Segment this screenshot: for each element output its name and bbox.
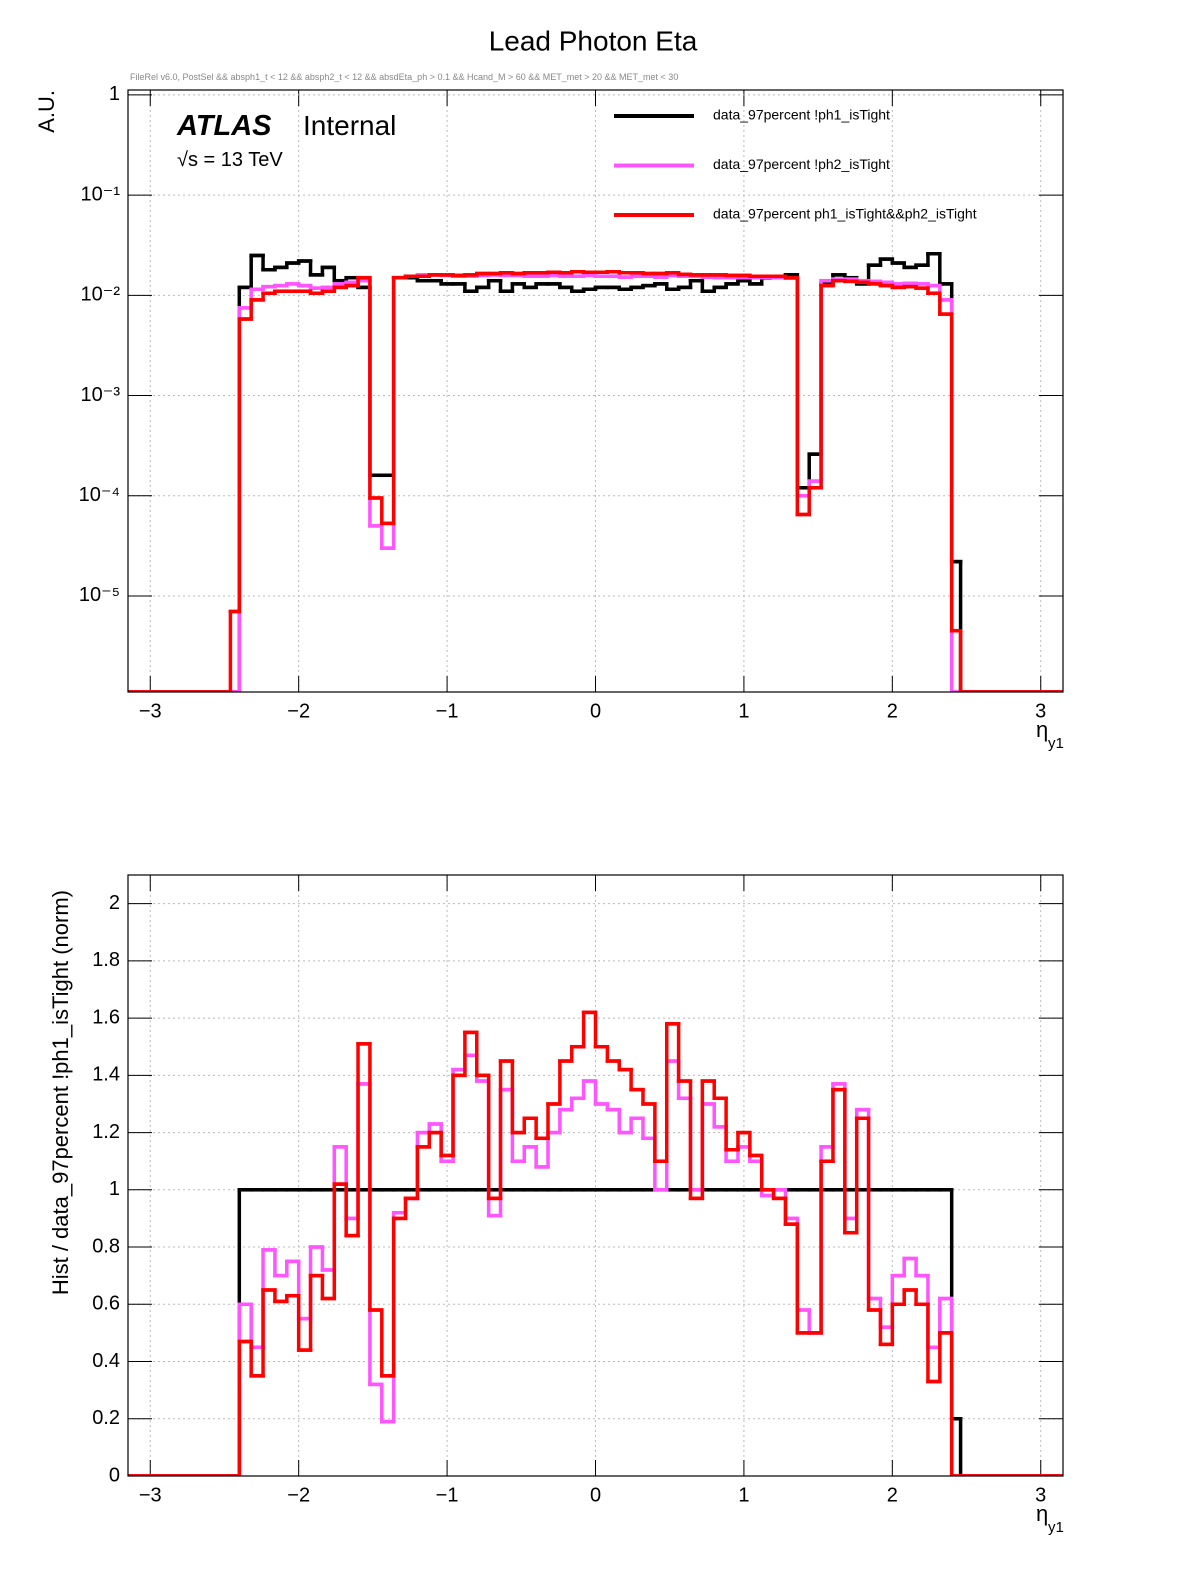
x-tick-label: 0 [590,700,601,722]
y-tick-label: 1.6 [92,1006,120,1028]
x-tick-label: −2 [287,700,310,722]
y-tick-label: 1.2 [92,1121,120,1143]
x-tick-label: 2 [887,700,898,722]
y-tick-label: 10⁻⁴ [79,484,120,506]
y-tick-label: 1.4 [92,1064,120,1086]
frame [127,89,1064,693]
y-tick-label: 1.8 [92,949,120,971]
y-tick-label: 0.8 [92,1235,120,1257]
legend-label: data_97percent !ph1_isTight [713,107,890,123]
x-axis-label: η [1036,1501,1048,1526]
y-tick-label: 10⁻² [81,284,121,306]
histogram-outline [128,1010,1063,1476]
y-axis-label: Hist / data_97percent !ph1_isTight (norm… [48,890,73,1295]
y-tick-label: 0 [109,1464,120,1486]
chart-title: Lead Photon Eta [489,25,698,56]
x-tick-label: −3 [139,700,162,722]
y-tick-label: 2 [109,892,120,914]
plot-area [128,1010,1063,1476]
x-axis-label-sub: y1 [1048,735,1064,752]
y-tick-label: 0.6 [92,1293,120,1315]
y-tick-label: 10⁻⁵ [79,584,120,606]
x-tick-label: 3 [1035,1484,1046,1506]
legend-label: data_97percent ph1_isTight&&ph2_isTight [713,206,977,222]
y-tick-label: 10⁻¹ [81,183,121,205]
histogram-outline [128,273,1063,692]
x-tick-label: −2 [287,1484,310,1506]
x-tick-label: 1 [738,1484,749,1506]
x-axis-label: η [1036,717,1048,742]
x-tick-label: 1 [738,700,749,722]
y-axis-label: A.U. [34,90,59,133]
energy-label: √s = 13 TeV [177,149,283,171]
x-tick-label: 2 [887,1484,898,1506]
x-tick-label: 3 [1035,700,1046,722]
x-tick-label: −3 [139,1484,162,1506]
x-tick-label: 0 [590,1484,601,1506]
subtitle: FileRel v6.0, PostSel && absph1_t < 12 &… [130,72,678,82]
x-tick-label: −1 [436,700,459,722]
legend-label: data_97percent !ph2_isTight [713,156,890,172]
frame [127,874,1064,1477]
x-tick-label: −1 [436,1484,459,1506]
plot-area [128,252,1063,692]
y-tick-label: 0.4 [92,1350,120,1372]
histogram-outline [128,269,1063,692]
y-tick-label: 10⁻³ [81,384,121,406]
y-tick-label: 0.2 [92,1407,120,1429]
x-axis-label-sub: y1 [1048,1519,1064,1536]
atlas-label: ATLAS [176,110,272,142]
y-tick-label: 1 [109,1178,120,1200]
histogram-outline [128,1188,1063,1476]
y-tick-label: 1 [109,83,120,105]
internal-label: Internal [303,110,396,141]
